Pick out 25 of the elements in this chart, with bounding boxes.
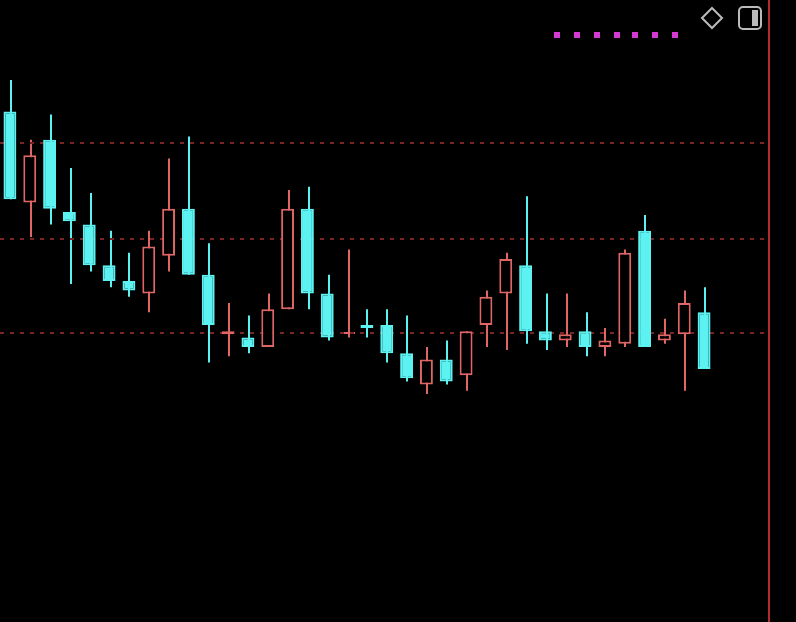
candlestick (82, 192, 96, 273)
candlestick (400, 314, 414, 383)
candlestick (558, 292, 572, 348)
candlestick (261, 292, 275, 348)
candlestick (360, 308, 374, 339)
candlestick (538, 292, 552, 352)
candlestick (657, 317, 671, 345)
candlestick (380, 308, 394, 364)
candlestick (320, 273, 334, 342)
candlestick (162, 157, 176, 273)
candlestick (419, 345, 433, 395)
candlestick (578, 311, 592, 358)
candlestick (23, 138, 37, 238)
candlestick (598, 327, 612, 358)
candlestick (479, 289, 493, 348)
candlestick (439, 339, 453, 386)
candlestick (499, 251, 513, 352)
candlestick (459, 330, 473, 392)
candlestick (122, 251, 136, 298)
candlestick (102, 229, 116, 289)
candlestick (62, 166, 76, 286)
candlestick (142, 229, 156, 314)
candlestick (201, 242, 215, 364)
candlestick (241, 314, 255, 355)
candlestick (677, 289, 691, 392)
